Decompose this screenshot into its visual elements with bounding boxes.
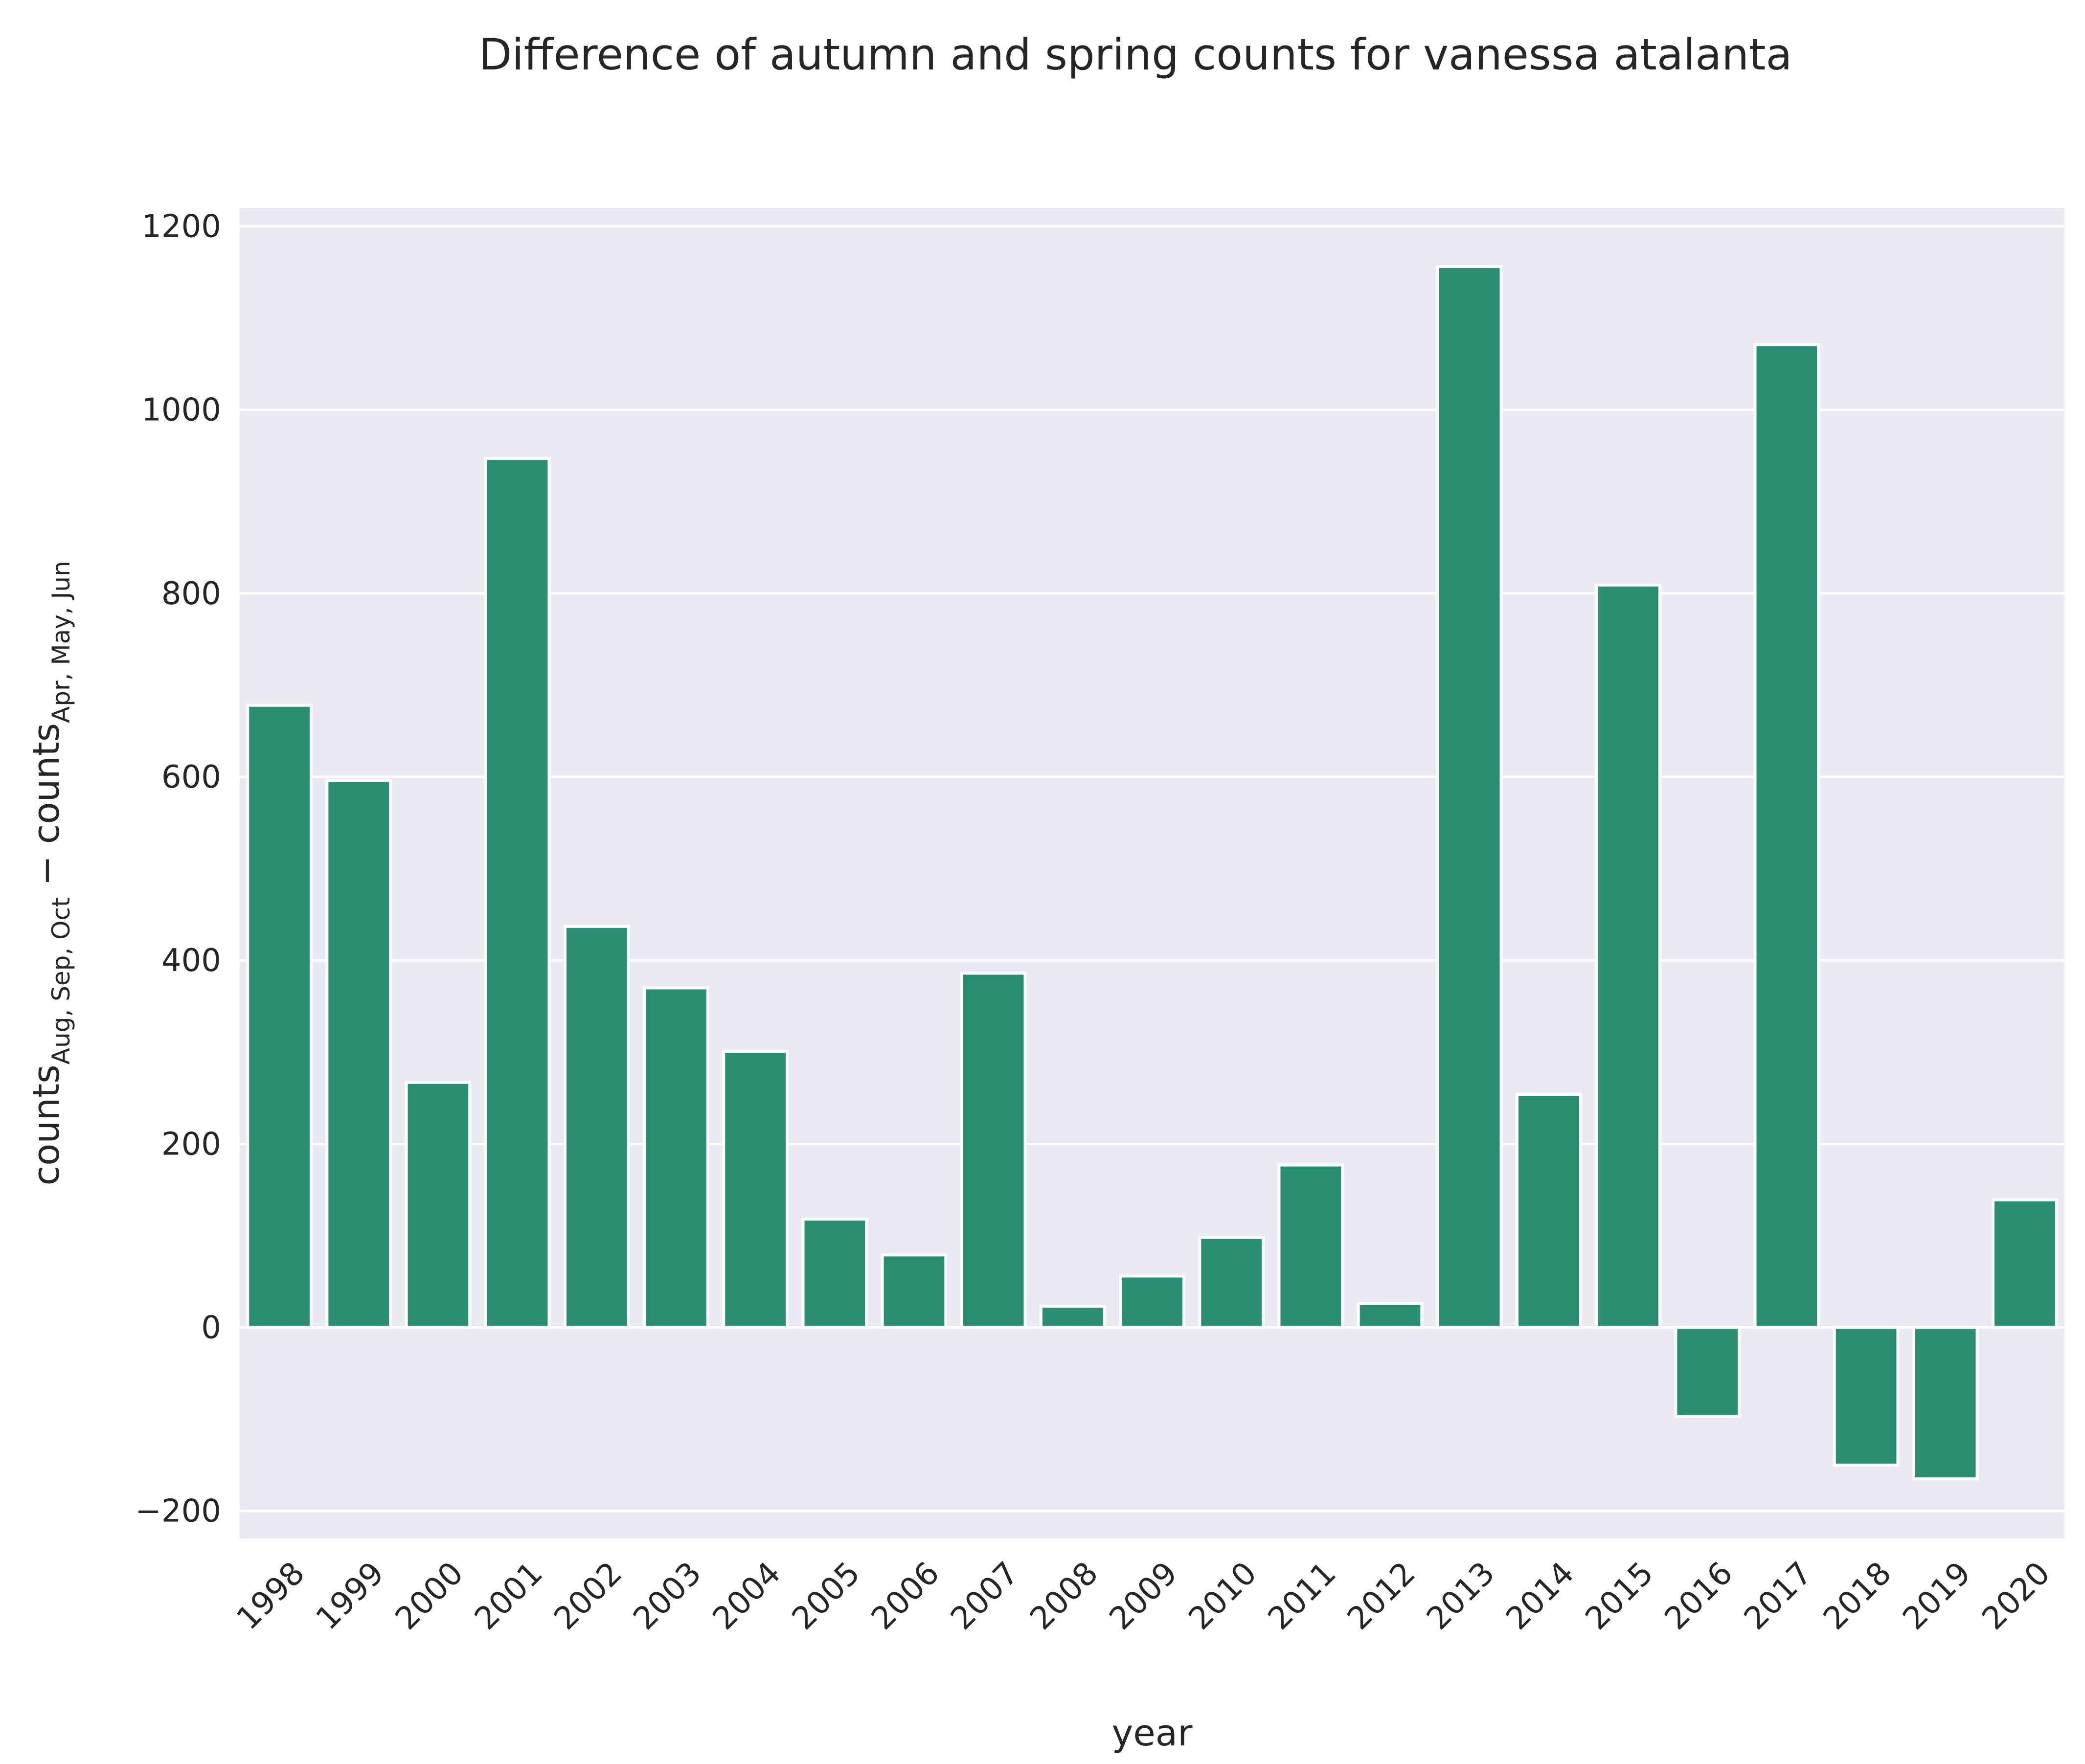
x-tick-label-2008: 2008 [1023, 1555, 1105, 1637]
bar-2008 [1039, 1305, 1106, 1329]
x-tick-label-2015: 2015 [1579, 1555, 1660, 1637]
x-tick-label-2002: 2002 [547, 1555, 629, 1637]
bar-2014 [1516, 1093, 1582, 1329]
x-tick-label-2018: 2018 [1816, 1555, 1898, 1637]
x-tick-label-2010: 2010 [1182, 1555, 1264, 1637]
bar-2016 [1674, 1326, 1741, 1418]
y-axis-label: countsAug, Sep, Oct − countsApr, May, Ju… [25, 561, 75, 1185]
bar-2017 [1753, 343, 1820, 1329]
bar-2003 [643, 986, 709, 1329]
bar-2005 [801, 1218, 868, 1329]
y-label-base-2: counts [25, 723, 68, 844]
bar-2012 [1357, 1302, 1424, 1329]
y-tick-labels: −200 0 200 400 600 800 1000 1200 [135, 209, 221, 1530]
y-tick-label: 1000 [141, 392, 221, 429]
bar-2013 [1436, 265, 1503, 1329]
x-tick-label-2012: 2012 [1340, 1555, 1422, 1637]
x-tick-label-2020: 2020 [1975, 1555, 2057, 1637]
x-tick-label-2017: 2017 [1737, 1555, 1819, 1637]
x-tick-label-2011: 2011 [1261, 1555, 1343, 1637]
x-tick-label-2013: 2013 [1420, 1555, 1502, 1637]
bar-2015 [1595, 583, 1661, 1329]
x-tick-label-2000: 2000 [388, 1555, 470, 1637]
y-label-operator: − [25, 844, 68, 897]
bar-2020 [1992, 1198, 2058, 1329]
y-tick-label: 0 [201, 1310, 221, 1346]
x-axis-label: year [1111, 1712, 1193, 1754]
x-tick-label-2004: 2004 [706, 1555, 788, 1637]
bar-2004 [722, 1049, 789, 1329]
x-tick-label-1999: 1999 [309, 1555, 391, 1637]
bar-2006 [881, 1253, 948, 1329]
y-label-subscript-2: Apr, May, Jun [47, 561, 75, 723]
x-tick-labels: 1998199920002001200220032004200520062007… [230, 1555, 2057, 1637]
x-tick-label-2003: 2003 [627, 1555, 708, 1637]
bar-1998 [246, 703, 313, 1329]
bar-2009 [1119, 1274, 1185, 1329]
x-tick-label-2009: 2009 [1103, 1555, 1184, 1637]
y-tick-label: 200 [161, 1126, 221, 1162]
bar-2019 [1912, 1326, 1979, 1481]
y-tick-label: −200 [135, 1493, 221, 1530]
y-tick-label: 1200 [141, 209, 221, 245]
y-label-base-1: counts [25, 1064, 68, 1185]
bar-2002 [563, 925, 630, 1329]
y-label-subscript-1: Aug, Sep, Oct [47, 897, 75, 1064]
y-tick-label: 400 [161, 943, 221, 979]
bars [246, 265, 2058, 1481]
bar-2000 [405, 1081, 472, 1329]
x-tick-label-1998: 1998 [230, 1555, 312, 1637]
bar-2018 [1833, 1326, 1900, 1467]
y-tick-label: 600 [161, 759, 221, 795]
x-tick-label-2006: 2006 [864, 1555, 946, 1637]
bar-2010 [1198, 1236, 1265, 1329]
x-tick-label-2005: 2005 [785, 1555, 867, 1637]
x-tick-label-2007: 2007 [944, 1555, 1025, 1637]
x-tick-label-2016: 2016 [1658, 1555, 1740, 1637]
bar-2001 [484, 457, 551, 1329]
bar-2011 [1277, 1163, 1344, 1329]
x-tick-label-2019: 2019 [1896, 1555, 1978, 1637]
bar-2007 [960, 972, 1027, 1329]
x-tick-label-2001: 2001 [468, 1555, 549, 1637]
chart-title: Difference of autumn and spring counts f… [479, 29, 1792, 80]
y-tick-label: 800 [161, 576, 221, 612]
x-tick-label-2014: 2014 [1499, 1555, 1581, 1637]
bar-1999 [325, 779, 392, 1329]
